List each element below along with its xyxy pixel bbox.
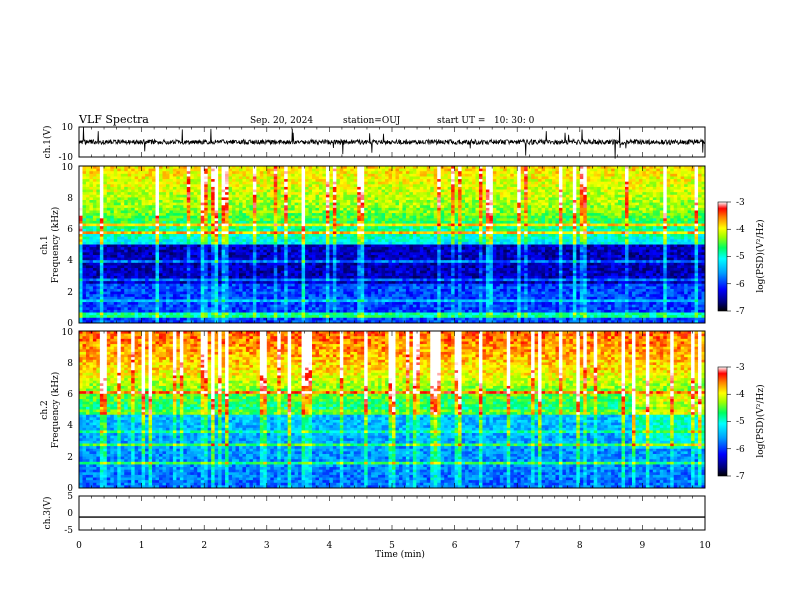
ch2-channel-label: ch.2 [40, 400, 50, 419]
xtick-0: 0 [76, 541, 82, 551]
ch1-freq-tick-6: 6 [67, 225, 73, 235]
xtick-1: 1 [139, 541, 145, 551]
vlf-figure: VLF Spectra Sep. 20, 2024 station=OUJ st… [0, 0, 792, 612]
ch1-ylabel: ch.1(V) [42, 126, 53, 159]
cb1-tick-4: -4 [736, 225, 745, 235]
xtick-3: 3 [264, 541, 270, 551]
ch3-ytick-0: 0 [67, 509, 73, 519]
ch1-waveform-panel: 10 -10 ch.1(V) [42, 123, 705, 163]
ch1-ytick-bottom: -10 [59, 153, 74, 163]
ch1-freq-axis-label: Frequency (kHz) [50, 207, 61, 284]
ch2-freq-axis-label: Frequency (kHz) [50, 372, 61, 449]
ch1-freq-tick-4: 4 [67, 256, 73, 266]
cb1-label: log(PSD)(V²/Hz) [755, 219, 766, 292]
xtick-7: 7 [514, 541, 520, 551]
time-axis: 0 1 2 3 4 5 6 7 8 9 10 Time (min) [76, 541, 711, 560]
xtick-2: 2 [201, 541, 207, 551]
ch2-freq-tick-2: 2 [67, 453, 73, 463]
xtick-9: 9 [640, 541, 646, 551]
cb1-tick-7: -7 [736, 307, 745, 317]
ch2-colorbar: -3 -4 -5 -6 -7 log(PSD)(V²/Hz) [718, 363, 766, 482]
time-axis-label: Time (min) [375, 549, 425, 560]
ch1-colorbar: -3 -4 -5 -6 -7 log(PSD)(V²/Hz) [718, 198, 766, 317]
ch1-spectrogram-panel: 0 2 4 6 8 10 ch.1 Frequency (kHz) [40, 163, 705, 329]
ch2-spectrogram-panel: 0 2 4 6 8 10 ch.2 Frequency (kHz) [40, 328, 705, 494]
cb2-tick-6: -6 [736, 445, 745, 455]
ch2-freq-tick-8: 8 [67, 359, 73, 369]
start-time-label: start UT = 10: 30: 0 [437, 116, 535, 126]
xtick-6: 6 [452, 541, 458, 551]
cb1-tick-3: -3 [736, 198, 745, 208]
station-label: station=OUJ [343, 116, 401, 126]
cb1-tick-6: -6 [736, 280, 745, 290]
cb2-tick-7: -7 [736, 472, 745, 482]
ch3-ylabel: ch.3(V) [42, 497, 53, 530]
cb2-label: log(PSD)(V²/Hz) [755, 384, 766, 457]
cb2-tick-4: -4 [736, 390, 745, 400]
ch2-freq-tick-10: 10 [62, 328, 74, 338]
xtick-8: 8 [577, 541, 583, 551]
ch1-channel-label: ch.1 [40, 235, 50, 254]
ch2-spectrogram-cells [79, 331, 705, 488]
ch1-ytick-top: 10 [62, 123, 74, 133]
ch1-freq-tick-10: 10 [62, 163, 74, 173]
ch1-freq-tick-2: 2 [67, 288, 73, 298]
ch2-freq-tick-4: 4 [67, 421, 73, 431]
cb1-tick-5: -5 [736, 252, 745, 262]
ch3-waveform-panel: 5 0 -5 ch.3(V) [42, 492, 705, 536]
ch3-ytick-minus5: -5 [64, 526, 73, 536]
cb2-tick-3: -3 [736, 363, 745, 373]
ch2-freq-tick-6: 6 [67, 390, 73, 400]
ch1-spectrogram-cells [79, 166, 705, 323]
xtick-10: 10 [699, 541, 711, 551]
figure-title: VLF Spectra [78, 113, 149, 126]
date-label: Sep. 20, 2024 [250, 116, 313, 126]
ch3-ytick-5: 5 [67, 492, 73, 502]
cb2-tick-5: -5 [736, 417, 745, 427]
xtick-4: 4 [327, 541, 333, 551]
ch1-freq-tick-8: 8 [67, 194, 73, 204]
